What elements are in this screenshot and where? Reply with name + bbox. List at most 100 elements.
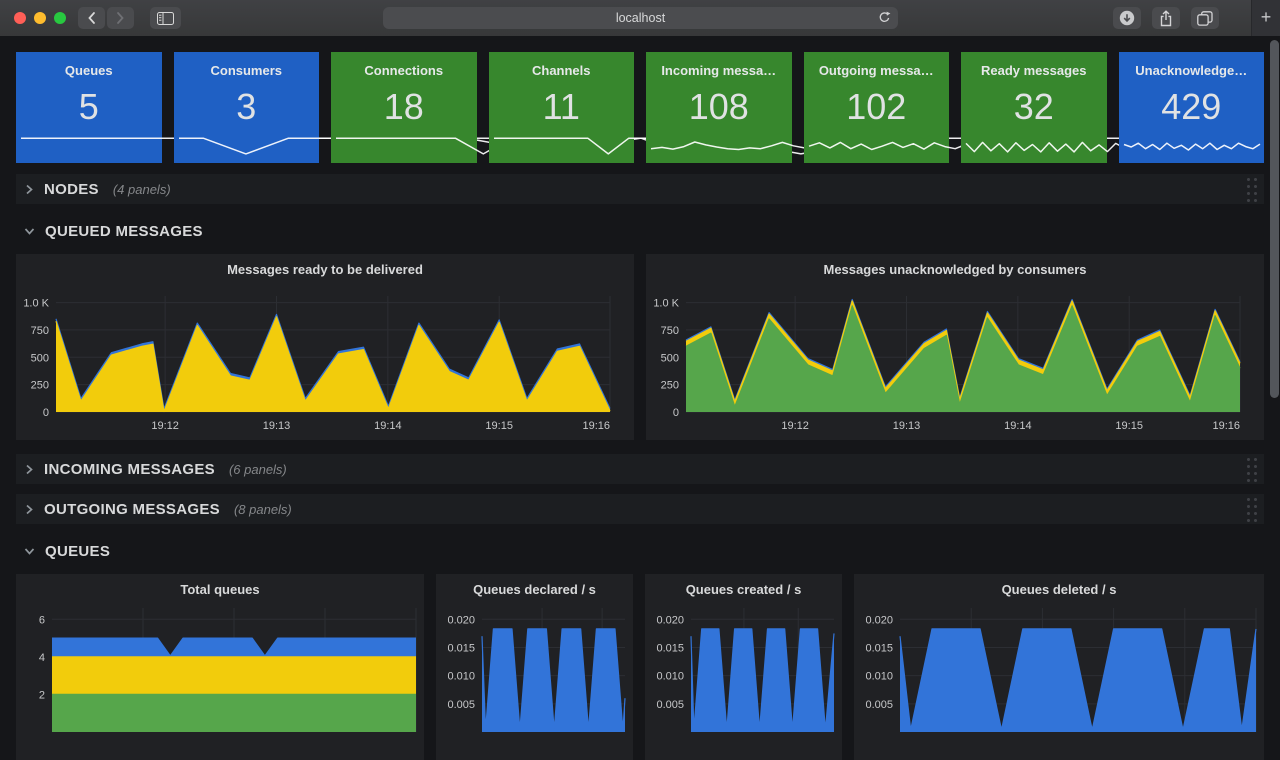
svg-text:0.020: 0.020 bbox=[656, 614, 684, 626]
stat-title: Outgoing messa… bbox=[804, 63, 950, 78]
stat-panel-connections[interactable]: Connections 18 bbox=[331, 52, 477, 163]
svg-text:0: 0 bbox=[673, 407, 679, 419]
stat-sparkline bbox=[334, 131, 474, 157]
panel-title[interactable]: Queues deleted / s bbox=[854, 582, 1264, 597]
svg-text:19:16: 19:16 bbox=[582, 420, 610, 432]
row-panel-count: (8 panels) bbox=[234, 502, 292, 517]
refresh-button[interactable] bbox=[878, 11, 891, 29]
sidebar-toggle-button[interactable] bbox=[150, 7, 181, 29]
stat-panel-queues[interactable]: Queues 5 bbox=[16, 52, 162, 163]
stat-value: 11 bbox=[489, 86, 635, 128]
address-bar[interactable]: localhost bbox=[383, 7, 898, 29]
svg-text:250: 250 bbox=[31, 380, 49, 392]
tabs-icon bbox=[1197, 11, 1213, 26]
row-title: OUTGOING MESSAGES bbox=[44, 501, 220, 518]
minimize-button[interactable] bbox=[34, 12, 46, 24]
row-nodes[interactable]: NODES (4 panels) bbox=[16, 174, 1264, 204]
panel-queues-declared: Queues declared / s 0.0050.0100.0150.020 bbox=[436, 574, 633, 760]
stat-value: 18 bbox=[331, 86, 477, 128]
svg-text:2: 2 bbox=[39, 689, 45, 701]
chevron-left-icon bbox=[87, 11, 96, 25]
stat-value: 5 bbox=[16, 86, 162, 128]
panel-total-queues: Total queues 2 4 6 bbox=[16, 574, 424, 760]
stat-panel-incoming-messa[interactable]: Incoming messa…108 bbox=[646, 52, 792, 163]
svg-text:0.005: 0.005 bbox=[447, 699, 475, 711]
svg-text:0.015: 0.015 bbox=[447, 642, 475, 654]
row-drag-handle[interactable] bbox=[1245, 496, 1259, 522]
stat-title: Ready messages bbox=[961, 63, 1107, 78]
stat-sparkline bbox=[177, 131, 317, 157]
stat-title: Unacknowledge… bbox=[1119, 63, 1265, 78]
svg-text:750: 750 bbox=[661, 325, 679, 337]
chevron-right-icon bbox=[24, 464, 34, 475]
stat-panel-outgoing-messa[interactable]: Outgoing messa…102 bbox=[804, 52, 950, 163]
svg-text:500: 500 bbox=[661, 352, 679, 364]
panel-title[interactable]: Queues declared / s bbox=[436, 582, 633, 597]
svg-text:1.0 K: 1.0 K bbox=[23, 298, 49, 310]
stat-panel-channels[interactable]: Channels11 bbox=[489, 52, 635, 163]
panel-title[interactable]: Messages ready to be delivered bbox=[16, 262, 634, 277]
stat-sparkline bbox=[807, 131, 947, 157]
share-button[interactable] bbox=[1152, 7, 1180, 29]
panel-title[interactable]: Total queues bbox=[16, 582, 424, 597]
back-button[interactable] bbox=[78, 7, 105, 29]
dashboard: Queues 5 Consumers3 Connections 18 Channels11… bbox=[0, 36, 1280, 712]
svg-text:19:15: 19:15 bbox=[1115, 420, 1143, 432]
svg-text:19:14: 19:14 bbox=[374, 420, 402, 432]
queued-messages-panels: Messages ready to be delivered 19:12 19:1… bbox=[16, 254, 1264, 440]
forward-button[interactable] bbox=[107, 7, 134, 29]
svg-text:0.010: 0.010 bbox=[656, 671, 684, 683]
svg-text:19:13: 19:13 bbox=[263, 420, 291, 432]
row-queued-messages[interactable]: QUEUED MESSAGES bbox=[16, 218, 1264, 244]
stat-panel-unacknowledge[interactable]: Unacknowledge…429 bbox=[1119, 52, 1265, 163]
svg-text:0.005: 0.005 bbox=[865, 699, 893, 711]
svg-text:0.005: 0.005 bbox=[656, 699, 684, 711]
svg-text:4: 4 bbox=[39, 652, 45, 664]
row-queues[interactable]: QUEUES bbox=[16, 538, 1264, 564]
downloads-button[interactable] bbox=[1113, 7, 1141, 29]
svg-text:1.0 K: 1.0 K bbox=[653, 298, 679, 310]
new-tab-button[interactable]: + bbox=[1251, 0, 1280, 36]
stat-sparkline bbox=[492, 131, 632, 157]
messages-unacknowledged-chart[interactable]: 19:1219:1319:1419:1519:1602505007501.0 K bbox=[646, 254, 1264, 440]
queues-created-chart[interactable]: 0.005 0.010 0.015 0.020 bbox=[645, 574, 842, 760]
stat-value: 32 bbox=[961, 86, 1107, 128]
row-title: QUEUED MESSAGES bbox=[45, 223, 203, 240]
svg-text:19:13: 19:13 bbox=[893, 420, 921, 432]
share-icon bbox=[1159, 10, 1173, 27]
row-drag-handle[interactable] bbox=[1245, 176, 1259, 202]
svg-text:500: 500 bbox=[31, 352, 49, 364]
row-drag-handle[interactable] bbox=[1245, 456, 1259, 482]
stat-sparkline bbox=[964, 131, 1104, 157]
tabs-overview-button[interactable] bbox=[1191, 7, 1219, 29]
svg-text:19:14: 19:14 bbox=[1004, 420, 1032, 432]
chevron-down-icon bbox=[24, 226, 35, 236]
stat-sparkline bbox=[1122, 131, 1262, 157]
svg-text:6: 6 bbox=[39, 614, 45, 626]
stat-panel-ready-messages[interactable]: Ready messages 32 bbox=[961, 52, 1107, 163]
panel-title[interactable]: Queues created / s bbox=[645, 582, 842, 597]
svg-text:19:12: 19:12 bbox=[151, 420, 179, 432]
zoom-button[interactable] bbox=[54, 12, 66, 24]
scrollbar-thumb[interactable] bbox=[1270, 40, 1279, 398]
messages-ready-chart[interactable]: 19:1219:1319:1419:1519:1602505007501.0 K bbox=[16, 254, 634, 440]
stat-panel-consumers[interactable]: Consumers3 bbox=[174, 52, 320, 163]
svg-text:19:12: 19:12 bbox=[781, 420, 809, 432]
stat-title: Connections bbox=[331, 63, 477, 78]
stat-sparkline bbox=[649, 131, 789, 157]
panel-title[interactable]: Messages unacknowledged by consumers bbox=[646, 262, 1264, 277]
row-panel-count: (4 panels) bbox=[113, 182, 171, 197]
row-outgoing-messages[interactable]: OUTGOING MESSAGES (8 panels) bbox=[16, 494, 1264, 524]
stat-title: Queues bbox=[16, 63, 162, 78]
total-queues-chart[interactable]: 2 4 6 bbox=[16, 574, 424, 760]
row-incoming-messages[interactable]: INCOMING MESSAGES (6 panels) bbox=[16, 454, 1264, 484]
row-title: INCOMING MESSAGES bbox=[44, 461, 215, 478]
close-button[interactable] bbox=[14, 12, 26, 24]
queues-deleted-chart[interactable]: 0.0050.0100.0150.020 bbox=[854, 574, 1264, 760]
panel-queues-created: Queues created / s 0.005 0.010 0.015 0.020 bbox=[645, 574, 842, 760]
panel-messages-ready: Messages ready to be delivered 19:12 19:1… bbox=[16, 254, 634, 440]
svg-text:0.015: 0.015 bbox=[656, 642, 684, 654]
queues-declared-chart[interactable]: 0.0050.0100.0150.020 bbox=[436, 574, 633, 760]
svg-text:0.010: 0.010 bbox=[447, 671, 475, 683]
chevron-down-icon bbox=[24, 546, 35, 556]
